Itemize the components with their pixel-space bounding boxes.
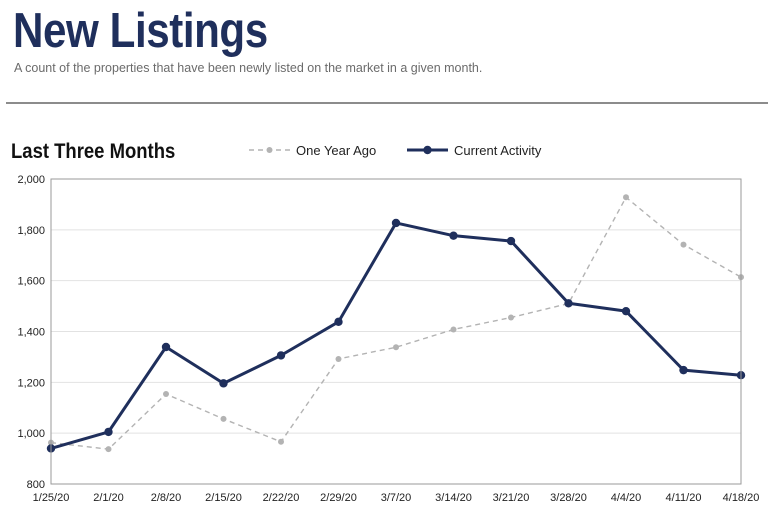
data-point	[680, 241, 687, 248]
legend-item: One Year Ago	[249, 143, 376, 158]
x-tick-label: 2/29/20	[320, 492, 357, 504]
legend-swatch-marker	[266, 147, 273, 153]
data-point	[623, 194, 629, 201]
x-tick-label: 2/1/20	[93, 492, 124, 504]
y-tick-label: 1,400	[17, 327, 45, 339]
x-tick-label: 2/15/20	[205, 492, 242, 504]
data-point	[219, 379, 228, 388]
y-tick-label: 1,800	[17, 225, 45, 237]
chart-section-title: Last Three Months	[11, 140, 176, 163]
data-point	[276, 351, 286, 360]
legend-label: Current Activity	[454, 143, 542, 158]
plot-frame	[50, 178, 742, 485]
data-point	[278, 438, 284, 445]
y-tick-label: 1,200	[17, 377, 45, 389]
y-axis-ticks: 800 1,000 1,200 1,400 1,600 1,800 2,000	[17, 174, 45, 491]
x-tick-label: 4/11/20	[666, 492, 702, 504]
data-point	[393, 344, 399, 351]
x-tick-label: 3/14/20	[435, 492, 472, 504]
data-point	[564, 299, 573, 308]
data-point	[449, 231, 458, 240]
chart-gridlines	[51, 229, 741, 434]
x-tick-label: 1/25/20	[33, 492, 70, 504]
data-point	[506, 236, 516, 246]
legend-swatch-marker	[423, 145, 432, 155]
legend-label: One Year Ago	[296, 143, 376, 158]
data-point	[334, 317, 343, 327]
page-subtitle: A count of the properties that have been…	[14, 61, 483, 75]
series-current-activity	[46, 218, 746, 453]
data-point	[391, 218, 401, 228]
chart-series	[46, 194, 746, 453]
data-point	[508, 314, 514, 321]
data-point	[450, 326, 457, 333]
x-tick-label: 3/7/20	[381, 492, 412, 504]
y-tick-label: 800	[27, 479, 45, 491]
page-title: New Listings	[13, 4, 268, 58]
x-tick-label: 2/22/20	[263, 492, 300, 504]
y-tick-label: 2,000	[17, 174, 45, 186]
y-tick-label: 1,600	[17, 276, 45, 288]
data-point	[679, 365, 688, 375]
data-point	[104, 427, 113, 437]
header-divider	[6, 102, 768, 104]
data-point	[335, 355, 342, 362]
legend-item: Current Activity	[407, 143, 542, 158]
chart-legend: One Year Ago Current Activity	[249, 143, 542, 158]
x-axis-ticks: 1/25/20 2/1/20 2/8/20 2/15/20 2/22/20 2/29/20…	[33, 492, 760, 504]
y-tick-label: 1,000	[17, 428, 45, 440]
x-tick-label: 3/28/20	[550, 492, 587, 504]
x-tick-label: 2/8/20	[151, 492, 182, 504]
x-tick-label: 4/18/20	[723, 492, 760, 504]
data-point	[161, 342, 171, 352]
data-point	[220, 415, 227, 422]
series-line	[50, 221, 742, 450]
data-point	[163, 391, 169, 398]
data-point	[105, 446, 112, 453]
x-tick-label: 4/4/20	[611, 492, 642, 504]
x-tick-label: 3/21/20	[493, 492, 530, 504]
data-point	[621, 306, 631, 316]
